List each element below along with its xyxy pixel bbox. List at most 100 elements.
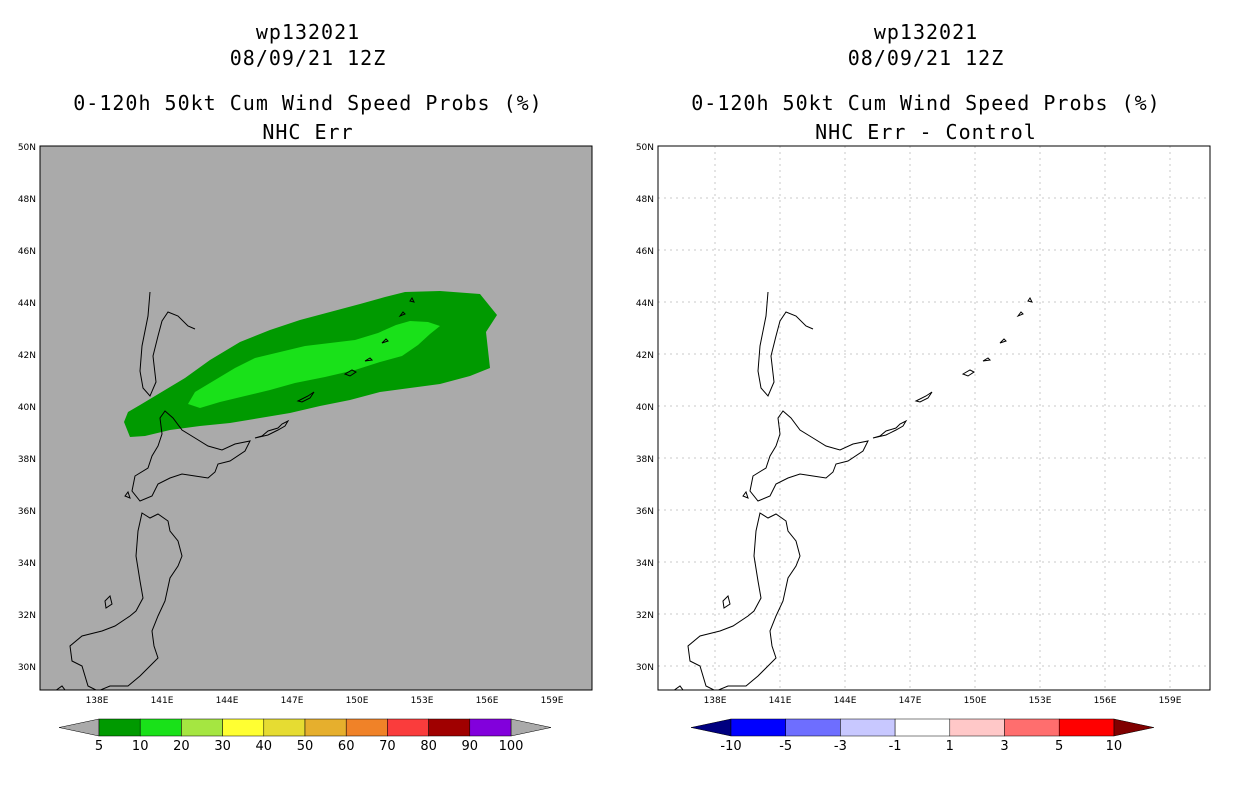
lat-label: 38N (636, 455, 654, 465)
lat-label: 48N (18, 195, 36, 205)
lon-label: 156E (476, 696, 499, 706)
colorbar-label: 60 (338, 739, 355, 754)
lat-label: 50N (18, 143, 36, 153)
lon-label: 156E (1094, 696, 1117, 706)
colorbar-segment (139, 718, 182, 737)
colorbar-label: 1 (946, 739, 954, 754)
lon-label: 141E (769, 696, 792, 706)
right-map-frame (657, 145, 1211, 691)
lon-label: 147E (281, 696, 304, 706)
lat-label: 40N (636, 403, 654, 413)
left-title-line4: NHC Err (262, 120, 354, 144)
left-title-line2: 08/09/21 12Z (229, 46, 387, 70)
lat-label: 44N (18, 299, 36, 309)
lat-label: 32N (18, 611, 36, 621)
lon-label: 153E (1029, 696, 1052, 706)
colorbar-label: 10 (1106, 739, 1123, 754)
lat-label: 30N (636, 663, 654, 673)
left-map-background (40, 146, 592, 690)
colorbar-label: 50 (297, 739, 314, 754)
colorbar-label: -1 (889, 739, 902, 754)
colorbar-label: 10 (132, 739, 149, 754)
lon-label: 159E (1159, 696, 1182, 706)
colorbar-label: 20 (173, 739, 190, 754)
lat-label: 38N (18, 455, 36, 465)
prob-contour-10-20 (188, 321, 440, 408)
lat-label: 32N (636, 611, 654, 621)
colorbar-high-arrow (510, 718, 552, 737)
colorbar-label: 100 (499, 739, 524, 754)
left-colorbar: 5 10 20 30 40 50 60 70 80 90 100 (58, 718, 552, 754)
colorbar-label: 5 (1055, 739, 1063, 754)
lat-label: 42N (18, 351, 36, 361)
lon-label: 150E (964, 696, 987, 706)
lat-label: 50N (636, 143, 654, 153)
lat-label: 34N (636, 559, 654, 569)
colorbar-label: 30 (214, 739, 231, 754)
colorbar-segment (949, 718, 1005, 737)
colorbar-segment (785, 718, 841, 737)
lon-label: 159E (541, 696, 564, 706)
lat-label: 36N (636, 507, 654, 517)
lon-label: 138E (704, 696, 727, 706)
colorbar-low-arrow (690, 718, 732, 737)
colorbar-segment (304, 718, 347, 737)
colorbar-segment (840, 718, 896, 737)
lon-label: 144E (834, 696, 857, 706)
lat-label: 40N (18, 403, 36, 413)
colorbar-label: 70 (379, 739, 396, 754)
right-map (657, 145, 1211, 691)
left-title-line1: wp132021 (255, 20, 361, 44)
colorbar-label: 80 (420, 739, 437, 754)
left-map (39, 145, 593, 691)
lon-label: 147E (899, 696, 922, 706)
lat-label: 46N (636, 247, 654, 257)
right-map-background (658, 146, 1210, 690)
colorbar-segment (469, 718, 512, 737)
colorbar-label: 5 (95, 739, 103, 754)
colorbar-low-arrow (58, 718, 100, 737)
colorbar-label: -3 (834, 739, 847, 754)
colorbar-segment (98, 718, 141, 737)
lon-label: 138E (86, 696, 109, 706)
lat-label: 42N (636, 351, 654, 361)
lat-label: 36N (18, 507, 36, 517)
colorbar-label: -10 (720, 739, 741, 754)
colorbar-segment (730, 718, 786, 737)
lat-label: 30N (18, 663, 36, 673)
left-title-line3: 0-120h 50kt Cum Wind Speed Probs (%) (73, 91, 543, 115)
lon-label: 150E (346, 696, 369, 706)
left-map-frame (39, 145, 593, 691)
lon-label: 153E (411, 696, 434, 706)
colorbar-segment (1058, 718, 1115, 737)
left-lon-axis: 138E 141E 144E 147E 150E 153E 156E 159E (86, 696, 564, 706)
colorbar-label: -5 (779, 739, 792, 754)
colorbar-segment (263, 718, 306, 737)
right-title-line3: 0-120h 50kt Cum Wind Speed Probs (%) (691, 91, 1161, 115)
right-title-line2: 08/09/21 12Z (847, 46, 1005, 70)
lat-label: 34N (18, 559, 36, 569)
right-title-line1: wp132021 (873, 20, 979, 44)
colorbar-segment (222, 718, 265, 737)
right-lon-axis: 138E 141E 144E 147E 150E 153E 156E 159E (704, 696, 1182, 706)
lat-label: 44N (636, 299, 654, 309)
colorbar-label: 40 (256, 739, 273, 754)
lat-label: 48N (636, 195, 654, 205)
right-colorbar: -10 -5 -3 -1 1 3 5 10 (690, 718, 1154, 754)
left-lat-axis: 50N 48N 46N 44N 42N 40N 38N 36N 34N 32N … (18, 143, 36, 673)
colorbar-segment (1004, 718, 1060, 737)
lat-label: 46N (18, 247, 36, 257)
lon-label: 141E (151, 696, 174, 706)
colorbar-segment (181, 718, 223, 737)
colorbar-segment (345, 718, 388, 737)
right-title-line4: NHC Err - Control (815, 120, 1037, 144)
colorbar-segment (428, 718, 471, 737)
colorbar-segment (894, 718, 951, 737)
colorbar-segment (387, 718, 429, 737)
lon-label: 144E (216, 696, 239, 706)
colorbar-label: 3 (1000, 739, 1008, 754)
right-lat-axis: 50N 48N 46N 44N 42N 40N 38N 36N 34N 32N … (636, 143, 654, 673)
colorbar-label: 90 (462, 739, 479, 754)
colorbar-high-arrow (1113, 718, 1154, 737)
